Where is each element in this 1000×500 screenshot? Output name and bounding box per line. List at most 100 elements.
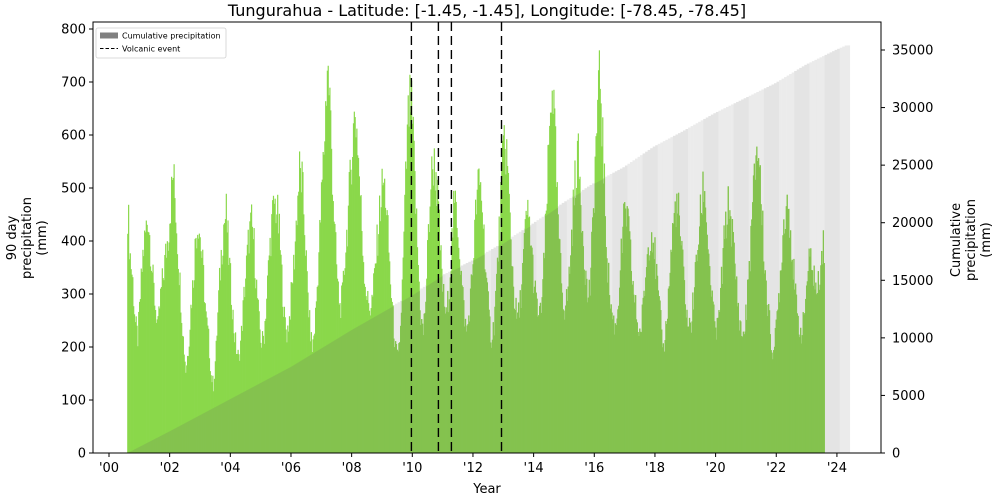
precip-bar-overlap <box>269 378 271 453</box>
precip-bar <box>196 248 198 453</box>
precip-bar-overlap <box>468 315 470 453</box>
precip-bar-overlap <box>155 438 158 453</box>
cumulative-bar <box>799 67 803 454</box>
precip-bar-overlap <box>181 424 184 453</box>
precip-bar-overlap <box>397 351 399 453</box>
y-axis-left-label: 90 day precipitation (mm) <box>5 197 50 279</box>
precip-bar-overlap <box>549 212 552 453</box>
precip-bar-overlap <box>753 163 755 453</box>
precip-bar-overlap <box>456 268 458 453</box>
precip-bar-overlap <box>331 341 334 453</box>
precip-bar-overlap <box>368 320 370 453</box>
precip-bar-overlap <box>795 294 798 453</box>
precip-bar-overlap <box>357 326 360 453</box>
precip-bar <box>300 192 302 453</box>
precip-bar-overlap <box>453 270 456 453</box>
precip-bar-overlap <box>241 392 243 453</box>
precip-bar <box>348 172 350 453</box>
precip-bar-overlap <box>227 400 229 453</box>
precip-bar-overlap <box>520 308 522 453</box>
cumulative-bar <box>715 111 719 453</box>
precip-bar <box>234 332 237 453</box>
precip-bar-overlap <box>455 269 457 453</box>
precip-bar <box>330 110 332 453</box>
precip-bar-overlap <box>374 316 376 453</box>
precip-bar-overlap <box>430 283 432 453</box>
precip-bar-overlap <box>384 310 387 453</box>
precip-bar-overlap <box>503 243 505 453</box>
precip-bar <box>182 336 184 453</box>
precip-bar-overlap <box>700 213 702 453</box>
precip-bar <box>173 164 175 453</box>
precip-bar-overlap <box>629 231 631 453</box>
precip-bar-overlap <box>712 301 714 453</box>
precip-bar-overlap <box>136 448 138 453</box>
chart-title: Tungurahua - Latitude: [-1.45, -1.45], L… <box>227 1 746 20</box>
precip-bar-overlap <box>734 263 736 453</box>
precip-bar <box>271 214 273 453</box>
precip-bar <box>151 272 153 453</box>
precip-bar <box>304 235 306 453</box>
precip-bar <box>130 269 132 453</box>
precip-bar-overlap <box>618 305 620 453</box>
precip-bar-overlap <box>256 385 258 453</box>
precip-bar-overlap <box>648 260 650 453</box>
precip-bar-overlap <box>651 252 654 453</box>
precip-bar-overlap <box>542 279 544 453</box>
precip-bar-overlap <box>631 284 633 453</box>
precip-bar-overlap <box>718 310 720 453</box>
precip-bar-overlap <box>154 439 156 453</box>
precip-bar-overlap <box>800 327 802 453</box>
precip-bar-overlap <box>418 291 420 453</box>
precip-bar-overlap <box>216 406 218 453</box>
precip-bar-overlap <box>535 292 537 453</box>
precip-bar <box>197 234 199 453</box>
precip-bar-overlap <box>605 247 607 453</box>
precip-bar-overlap <box>382 312 384 453</box>
precip-bar-overlap <box>405 299 407 453</box>
precip-bar-overlap <box>333 340 335 453</box>
x-tick-label: '24 <box>827 461 847 476</box>
precip-bar-overlap <box>400 325 402 453</box>
precip-bar <box>232 309 234 453</box>
precip-bar-overlap <box>289 367 291 453</box>
precip-bar-overlap <box>443 306 446 453</box>
precip-bar-overlap <box>360 324 362 453</box>
precip-bar-overlap <box>565 289 568 453</box>
precip-bar <box>172 177 174 454</box>
precip-bar-overlap <box>336 339 338 453</box>
precip-bar <box>191 308 193 453</box>
precip-bar-overlap <box>229 399 231 453</box>
precip-bar-overlap <box>328 343 330 453</box>
precip-bar-overlap <box>789 237 791 453</box>
precip-bar-overlap <box>294 364 296 453</box>
precip-bar-overlap <box>240 393 243 453</box>
precip-bar-overlap <box>512 266 514 453</box>
precip-bar <box>133 314 136 453</box>
precip-bar-overlap <box>384 311 386 453</box>
precip-bar-overlap <box>765 280 767 453</box>
precip-bar-overlap <box>234 396 237 453</box>
precip-bar-overlap <box>320 348 322 453</box>
precip-bar <box>267 275 269 453</box>
precip-bar-overlap <box>497 261 499 453</box>
precip-bar-overlap <box>303 359 305 453</box>
precip-bar-overlap <box>548 213 550 453</box>
precip-bar-overlap <box>186 421 189 453</box>
precip-bar-overlap <box>462 287 464 453</box>
precip-bar <box>166 241 168 453</box>
precip-bar <box>198 233 200 453</box>
precip-bar-overlap <box>403 300 405 453</box>
precip-bar-overlap <box>288 368 290 453</box>
precip-bar-overlap <box>415 293 417 453</box>
precip-bar-overlap <box>699 226 701 453</box>
precip-bar-overlap <box>789 230 792 453</box>
precip-bar <box>167 250 169 453</box>
precip-bar-overlap <box>312 353 314 453</box>
precip-bar-overlap <box>662 343 664 453</box>
precip-bar-overlap <box>587 302 589 453</box>
precip-bar-overlap <box>358 325 360 453</box>
precip-bar <box>165 243 167 453</box>
precip-bar-overlap <box>780 270 782 453</box>
